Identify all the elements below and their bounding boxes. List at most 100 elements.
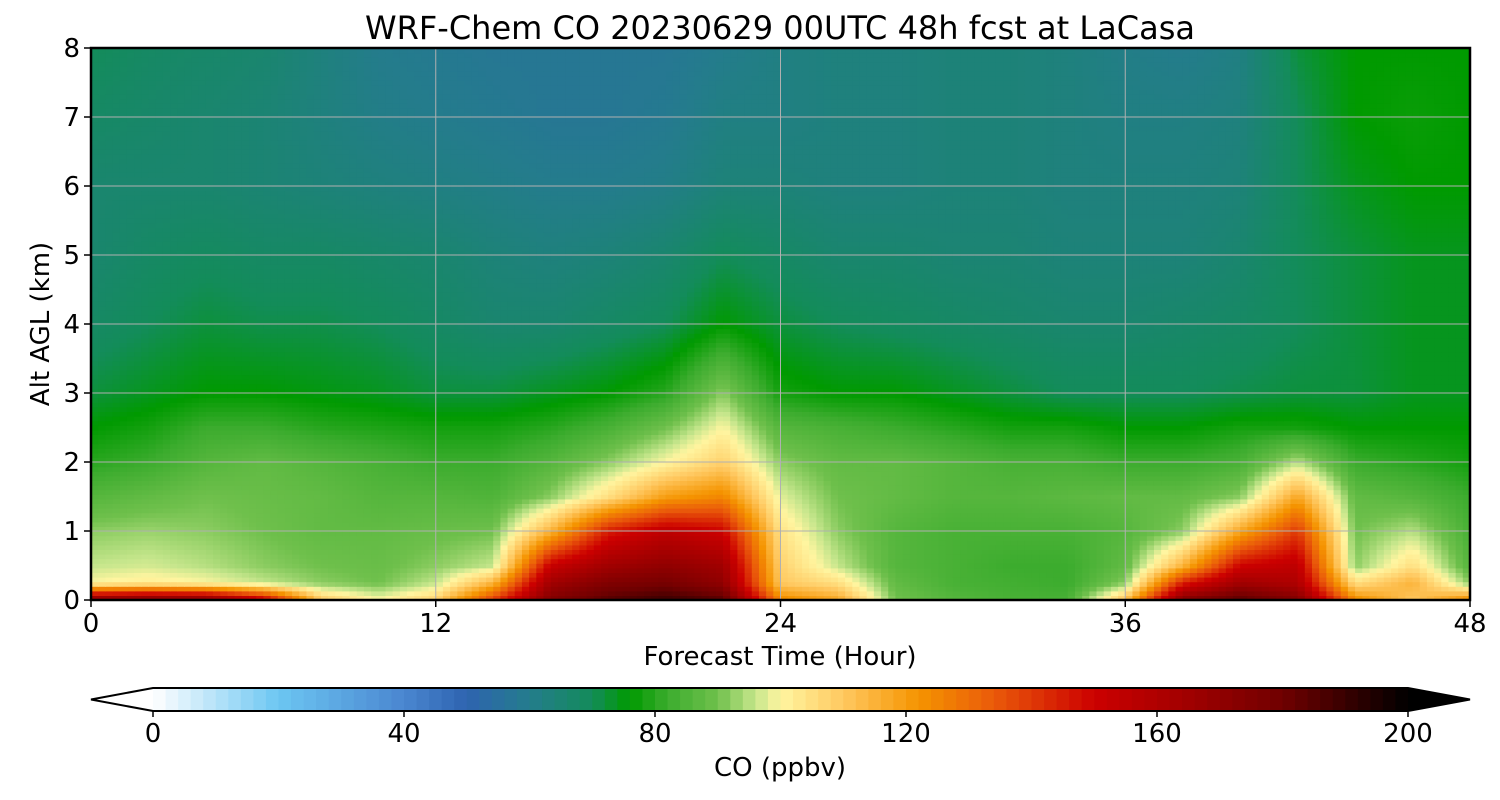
heatmap-cell [629,554,638,560]
heatmap-cell [1074,494,1083,500]
heatmap-cell [177,521,185,527]
heatmap-cell [1218,590,1227,596]
heatmap-cell [1074,485,1083,491]
heatmap-cell [1017,577,1026,583]
heatmap-cell [1003,549,1011,555]
heatmap-cell [1340,485,1349,491]
heatmap-cell [1247,489,1256,495]
heatmap-cell [521,531,530,537]
heatmap-cell [1103,572,1112,578]
heatmap-cell [1434,503,1442,509]
heatmap-cell [1268,521,1277,527]
heatmap-cell [679,489,688,495]
heatmap-cell [1369,480,1378,486]
heatmap-cell [112,480,121,486]
heatmap-cell [665,572,674,578]
heatmap-cell [1168,572,1177,578]
heatmap-cell [1197,595,1205,601]
heatmap-cell [737,572,746,578]
heatmap-cell [198,517,207,523]
heatmap-cell [1096,521,1105,527]
heatmap-cell [299,540,308,546]
heatmap-cell [780,517,789,523]
heatmap-cell [500,581,509,587]
heatmap-cell [1067,586,1076,592]
heatmap-cell [701,544,710,550]
heatmap-cell [1010,567,1019,573]
heatmap-cell [572,512,580,518]
heatmap-cell [507,590,516,596]
heatmap-cell [299,535,308,541]
heatmap-cell [98,577,106,583]
heatmap-cell [335,485,343,491]
heatmap-cell [852,485,861,491]
heatmap-cell [529,595,537,601]
heatmap-cell [679,595,688,601]
heatmap-cell [916,581,925,587]
heatmap-cell [1132,572,1141,578]
heatmap-cell [1290,558,1299,564]
heatmap-cell [1326,517,1335,523]
heatmap-cell [356,517,365,523]
heatmap-cell [442,521,451,527]
heatmap-cell [119,485,128,491]
heatmap-cell [687,567,695,573]
heatmap-cell [881,590,889,596]
heatmap-cell [536,517,545,523]
heatmap-cell [881,540,889,546]
heatmap-cell [1268,498,1277,504]
heatmap-cell [1046,498,1055,504]
heatmap-cell [450,498,458,504]
heatmap-cell [737,563,746,569]
heatmap-cell [1003,595,1011,601]
heatmap-cell [895,563,904,569]
heatmap-cell [521,489,530,495]
heatmap-cell [1261,590,1270,596]
heatmap-cell [1311,558,1320,564]
heatmap-cell [1139,586,1148,592]
heatmap-cell [471,503,480,509]
heatmap-cell [1125,540,1134,546]
heatmap-cell [708,595,717,601]
heatmap-cell [1060,544,1069,550]
heatmap-cell [155,586,164,592]
heatmap-cell [543,498,552,504]
heatmap-cell [493,554,501,560]
heatmap-cell [881,577,889,583]
heatmap-cell [421,494,430,500]
heatmap-cell [407,485,415,491]
heatmap-cell [924,521,932,527]
heatmap-cell [1046,508,1055,514]
heatmap-cell [1369,554,1378,560]
heatmap-cell [328,558,336,564]
heatmap-cell [881,494,889,500]
heatmap-cell [1067,590,1076,596]
heatmap-cell [91,489,99,495]
heatmap-cell [679,554,688,560]
heatmap-cell [744,508,753,514]
heatmap-cell [1096,590,1105,596]
heatmap-cell [442,508,451,514]
heatmap-cell [708,494,717,500]
heatmap-cell [931,567,940,573]
heatmap-cell [198,581,207,587]
heatmap-cell [1189,531,1198,537]
heatmap-cell [960,485,968,491]
heatmap-cell [421,577,430,583]
heatmap-cell [464,558,473,564]
heatmap-cell [1110,563,1119,569]
heatmap-cell [586,586,595,592]
heatmap-cell [1398,535,1406,541]
heatmap-cell [529,503,537,509]
heatmap-cell [1089,494,1098,500]
heatmap-cell [608,498,616,504]
heatmap-cell [1074,563,1083,569]
heatmap-cell [1139,498,1148,504]
heatmap-cell [881,531,889,537]
heatmap-cell [787,586,796,592]
heatmap-cell [148,590,157,596]
heatmap-cell [471,531,480,537]
heatmap-cell [1074,590,1083,596]
heatmap-cell [960,595,968,601]
heatmap-cell [1146,549,1155,555]
